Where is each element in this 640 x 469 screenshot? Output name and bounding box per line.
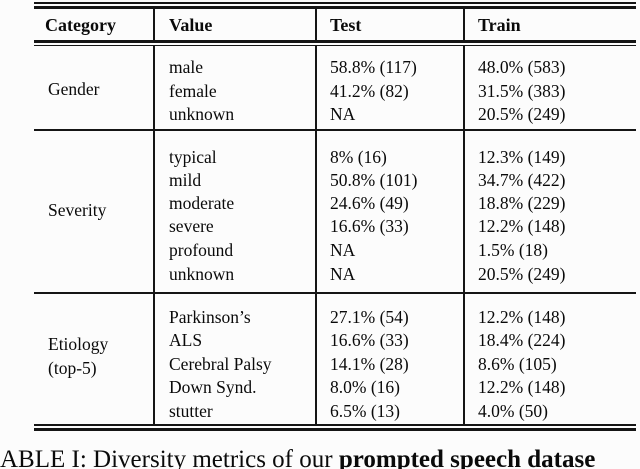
cell-value: mild: [169, 170, 202, 190]
table-row: Down Synd. 8.0% (16) 12.2% (148): [0, 375, 640, 399]
cell-train: 20.5% (249): [478, 104, 566, 124]
cell-train: 8.6% (105): [478, 354, 557, 374]
cell-train: 34.7% (422): [478, 170, 566, 190]
cell-test: 50.8% (101): [330, 170, 418, 190]
column-divider: [463, 293, 465, 424]
cell-test: 6.5% (13): [330, 401, 400, 421]
cell-train: 18.4% (224): [478, 330, 566, 350]
cell-value: Parkinson’s: [169, 307, 251, 327]
header-value: Value: [169, 15, 213, 35]
column-divider: [315, 293, 317, 424]
category-label-severity: Severity: [48, 200, 107, 220]
table-row: severe 16.6% (33) 12.2% (148): [0, 214, 640, 238]
cell-test: 27.1% (54): [330, 307, 409, 327]
cell-value: ALS: [169, 330, 203, 350]
cell-test: 24.6% (49): [330, 193, 409, 213]
table-row: unknown NA 20.5% (249): [0, 102, 640, 126]
cell-train: 20.5% (249): [478, 264, 566, 284]
column-divider: [463, 45, 465, 129]
cell-train: 12.2% (148): [478, 307, 566, 327]
category-label-etiology-line1: Etiology: [48, 334, 109, 354]
header-test: Test: [330, 15, 362, 35]
table-caption: ABLE I: Diversity metrics of our prompte…: [0, 444, 640, 469]
table-row: mild 50.8% (101) 34.7% (422): [0, 168, 640, 192]
cell-train: 4.0% (50): [478, 401, 548, 421]
cell-test: 16.6% (33): [330, 216, 409, 236]
table-row: male 58.8% (117) 48.0% (583): [0, 55, 640, 79]
header-category: Category: [45, 15, 116, 35]
cell-test: 58.8% (117): [330, 57, 417, 77]
category-label-gender: Gender: [48, 79, 100, 99]
column-divider: [153, 293, 155, 424]
cell-value: profound: [169, 240, 234, 260]
cell-test: 14.1% (28): [330, 354, 409, 374]
table-row: typical 8% (16) 12.3% (149): [0, 145, 640, 169]
cell-test: 16.6% (33): [330, 330, 409, 350]
cell-test: 41.2% (82): [330, 81, 409, 101]
header-train: Train: [478, 15, 521, 35]
cell-value: Down Synd.: [169, 377, 257, 397]
cell-test: NA: [330, 264, 356, 284]
header-rule-thick: [34, 40, 636, 43]
column-divider: [315, 130, 317, 292]
table-row: Cerebral Palsy 14.1% (28) 8.6% (105): [0, 352, 640, 376]
table-row: unknown NA 20.5% (249): [0, 262, 640, 286]
table-top-rule-thin: [34, 2, 636, 4]
cell-value: typical: [169, 147, 217, 167]
category-label-etiology-line2: (top-5): [48, 357, 97, 378]
cell-value: severe: [169, 216, 214, 236]
table-row: stutter 6.5% (13) 4.0% (50): [0, 399, 640, 423]
column-divider: [315, 9, 317, 40]
cell-value: moderate: [169, 193, 235, 213]
column-divider: [463, 9, 465, 40]
cell-value: stutter: [169, 401, 213, 421]
table-caption-bold: prompted speech datase: [338, 446, 596, 469]
cell-value: male: [169, 57, 204, 77]
table-row: moderate 24.6% (49) 18.8% (229): [0, 191, 640, 215]
cell-test: 8.0% (16): [330, 377, 400, 397]
cell-train: 48.0% (583): [478, 57, 566, 77]
table-top-rule-thick: [34, 5, 636, 9]
cell-value: unknown: [169, 264, 235, 284]
table-bottom-rule-thin: [34, 424, 636, 426]
cell-test: 8% (16): [330, 147, 387, 167]
column-divider: [153, 45, 155, 129]
column-divider: [315, 45, 317, 129]
column-divider: [153, 9, 155, 40]
table-row: Parkinson’s 27.1% (54) 12.2% (148): [0, 305, 640, 329]
cell-test: NA: [330, 240, 356, 260]
column-divider: [153, 130, 155, 292]
table-row: profound NA 1.5% (18): [0, 238, 640, 262]
cell-train: 31.5% (383): [478, 81, 566, 101]
table-caption-prefix: ABLE I: Diversity metrics of our: [0, 446, 339, 469]
cell-test: NA: [330, 104, 356, 124]
table-row: ALS 16.6% (33) 18.4% (224): [0, 328, 640, 352]
severity-section-rule: [34, 292, 636, 294]
column-divider: [463, 130, 465, 292]
category-label-etiology: Etiology (top-5): [48, 333, 108, 380]
gender-section-rule: [34, 129, 636, 131]
cell-train: 1.5% (18): [478, 240, 548, 260]
cell-train: 18.8% (229): [478, 193, 566, 213]
cell-train: 12.2% (148): [478, 377, 566, 397]
table-bottom-rule-thick: [34, 427, 636, 431]
cell-value: Cerebral Palsy: [169, 354, 272, 374]
cell-train: 12.2% (148): [478, 216, 566, 236]
cell-value: unknown: [169, 104, 235, 124]
cell-value: female: [169, 81, 217, 101]
cell-train: 12.3% (149): [478, 147, 566, 167]
header-rule-thin: [34, 44, 636, 46]
table-row: female 41.2% (82) 31.5% (383): [0, 79, 640, 103]
